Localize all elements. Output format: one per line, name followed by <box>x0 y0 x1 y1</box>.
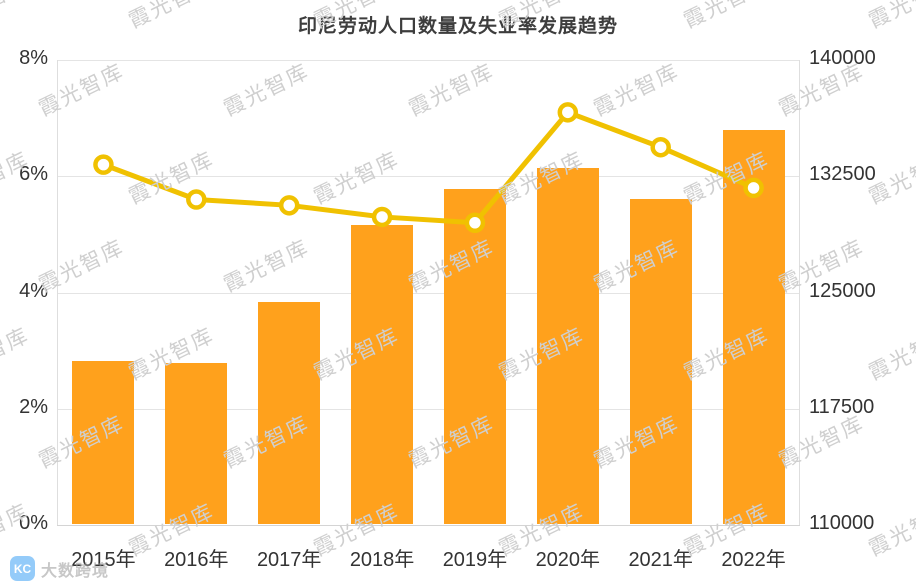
platform-watermark: KC 大数跨境 <box>10 556 109 581</box>
x-axis-tick: 2018年 <box>349 549 415 571</box>
platform-logo-icon: KC <box>10 556 35 581</box>
bar-2015年 <box>72 361 135 524</box>
x-axis-tick: 2019年 <box>442 549 508 571</box>
line-marker-2020年 <box>557 102 579 123</box>
line-marker-2021年 <box>650 136 671 158</box>
line-marker-2017年 <box>278 195 300 216</box>
x-axis-tick: 2022年 <box>721 549 786 571</box>
x-axis-tick: 2017年 <box>256 549 322 571</box>
x-axis-tick: 2021年 <box>628 549 693 571</box>
platform-logo-label: 大数跨境 <box>41 562 110 580</box>
line-marker-2022年 <box>743 177 764 199</box>
right-axis-tick: 125000 <box>809 279 876 302</box>
bar-2019年 <box>443 189 506 524</box>
bar-2017年 <box>258 302 321 524</box>
gridline <box>57 60 800 61</box>
bar-2020年 <box>536 167 599 524</box>
right-axis-tick: 132500 <box>809 163 876 186</box>
right-axis-tick: 140000 <box>809 47 876 69</box>
gridline <box>57 408 800 410</box>
axis-border <box>799 60 800 525</box>
gridline <box>57 525 800 526</box>
left-axis-tick: 8% <box>19 47 48 69</box>
bar-2018年 <box>351 224 414 524</box>
left-axis-tick: 4% <box>19 279 48 302</box>
line-marker-2015年 <box>93 154 114 175</box>
chart-title: 印尼劳动人口数量及失业率发展趋势 <box>297 16 618 37</box>
left-axis-tick: 0% <box>19 512 48 534</box>
gridline <box>57 176 800 178</box>
right-axis-tick: 117500 <box>809 395 875 418</box>
bar-2016年 <box>165 362 228 524</box>
axis-border <box>57 60 58 525</box>
left-axis-tick: 6% <box>19 163 48 186</box>
unemployment-line <box>100 109 757 226</box>
x-axis-tick: 2020年 <box>535 549 601 571</box>
gridline <box>57 292 800 294</box>
x-axis-tick: 2015年 <box>71 549 136 571</box>
bar-2021年 <box>629 198 692 524</box>
x-axis-tick: 2016年 <box>164 549 229 571</box>
line-marker-2019年 <box>464 212 486 233</box>
left-axis-tick: 2% <box>19 395 48 418</box>
right-axis-tick: 110000 <box>809 512 875 534</box>
line-marker-2016年 <box>186 189 207 210</box>
line-marker-2018年 <box>371 206 393 228</box>
